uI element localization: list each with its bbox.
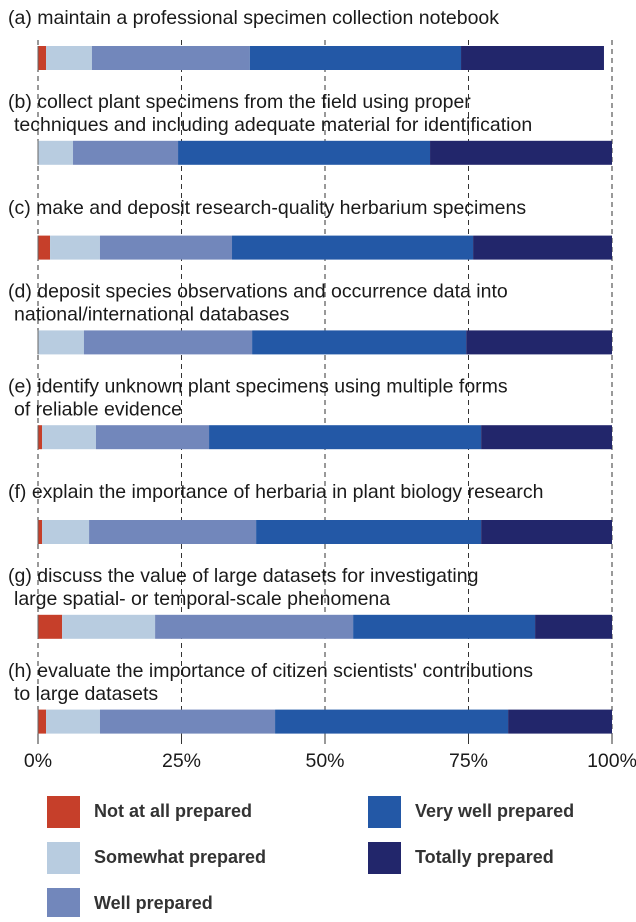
legend-swatch (47, 842, 80, 874)
panel-title: (h) evaluate the importance of citizen s… (8, 660, 533, 682)
x-tick-label: 100% (587, 750, 636, 772)
bar-segment (249, 46, 462, 70)
bar-segment (252, 330, 467, 355)
panel-title: techniques and including adequate materi… (14, 114, 532, 136)
bar-segment (38, 614, 63, 639)
bar-segment (209, 425, 482, 450)
bar-segment (50, 235, 100, 260)
bar-segment (473, 235, 612, 260)
bar-segment (353, 614, 536, 639)
bar-segment (73, 140, 179, 165)
panel-title: (g) discuss the value of large datasets … (8, 565, 478, 587)
bar-segment (466, 330, 612, 355)
panel-title: (b) collect plant specimens from the fie… (8, 91, 471, 113)
bar-segment (38, 46, 47, 70)
bar-segment (38, 520, 43, 544)
bar-segment (42, 425, 96, 450)
bar-segment (89, 520, 257, 544)
bar-segment (535, 614, 612, 639)
bar-segment (83, 330, 253, 355)
panel-title: (f) explain the importance of herbaria i… (8, 481, 543, 503)
bar-segment (256, 520, 482, 544)
bar-segment (46, 46, 92, 70)
bar-segment (461, 46, 604, 70)
x-tick-label: 50% (305, 750, 344, 772)
bar-segment (99, 235, 233, 260)
bar-segment (62, 614, 156, 639)
x-tick-label: 75% (449, 750, 488, 772)
bar-segment (178, 140, 431, 165)
bar-segment (508, 709, 612, 734)
panel-title: (d) deposit species observations and occ… (8, 281, 508, 303)
bar-segment (95, 425, 210, 450)
panel-title: national/international databases (14, 304, 290, 326)
panel-title: (c) make and deposit research-quality he… (8, 197, 526, 219)
bar-segment (275, 709, 509, 734)
bar-segment (232, 235, 474, 260)
legend-label: Somewhat prepared (94, 847, 266, 867)
bar-segment (155, 614, 354, 639)
x-tick-label: 25% (162, 750, 201, 772)
bar-segment (46, 709, 100, 734)
bar-segment (430, 140, 612, 165)
legend-label: Not at all prepared (94, 801, 252, 821)
panel-title: to large datasets (14, 683, 158, 705)
bar-segment (481, 425, 612, 450)
legend-swatch (47, 888, 80, 920)
bar-segment (38, 140, 74, 165)
legend-label: Very well prepared (415, 801, 574, 821)
panel-title: large spatial- or temporal-scale phenome… (14, 588, 390, 610)
legend-swatch (47, 796, 80, 828)
bar-segment (481, 520, 612, 544)
bar-segment (38, 330, 84, 355)
bar-segment (38, 235, 51, 260)
panel-title: (e) identify unknown plant specimens usi… (8, 375, 508, 397)
bar-segment (99, 709, 276, 734)
x-tick-label: 0% (24, 750, 52, 772)
bar-segment (38, 425, 43, 450)
bar-segment (91, 46, 250, 70)
legend-swatch (368, 842, 401, 874)
bar-segment (42, 520, 90, 544)
legend-label: Totally prepared (415, 847, 554, 867)
legend-swatch (368, 796, 401, 828)
legend-label: Well prepared (94, 893, 213, 913)
bar-segment (38, 709, 47, 734)
panel-title: of reliable evidence (14, 398, 182, 420)
panel-title: (a) maintain a professional specimen col… (8, 7, 499, 29)
